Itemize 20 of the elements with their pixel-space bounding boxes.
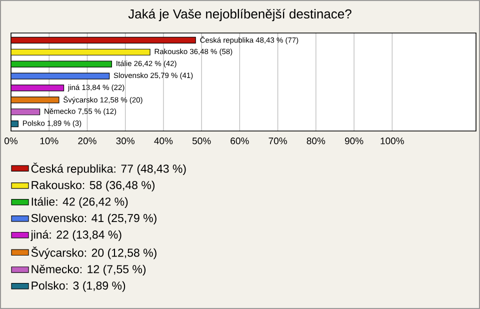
legend-label: Slovensko: 41 (25,79 %) (31, 214, 156, 224)
x-tick-label: 60% (230, 138, 249, 144)
x-tick-label: 20% (78, 138, 96, 144)
legend-label: Německo: 12 (7,55 %) (32, 264, 146, 276)
legend-label: Polsko: 3 (1,89 %) (32, 281, 126, 292)
x-tick-label: 30% (116, 138, 135, 144)
x-tick-label: 90% (344, 138, 364, 144)
x-tick-label: 40% (154, 138, 173, 144)
x-tick-label: 80% (306, 138, 326, 144)
legend-label: Česká republika: 77 (48,43 %) (31, 162, 186, 176)
chart-title: Jaká je Vaše nejoblíbenější destinace? (128, 8, 352, 22)
legend-label: Švýcarsko: 20 (12,58 %) (31, 246, 156, 260)
x-tick-label: 50% (192, 138, 211, 144)
legend-label: Rakousko: 58 (36,48 %) (32, 180, 155, 192)
x-tick-label: 0% (4, 138, 18, 144)
x-tick-label: 70% (268, 138, 287, 144)
legend-label: jiná: 22 (13,84 %) (30, 230, 122, 241)
legend-label: Itálie: 42 (26,42 %) (32, 197, 128, 208)
x-tick-label: 10% (40, 138, 58, 144)
x-tick-label: 100% (380, 138, 404, 144)
